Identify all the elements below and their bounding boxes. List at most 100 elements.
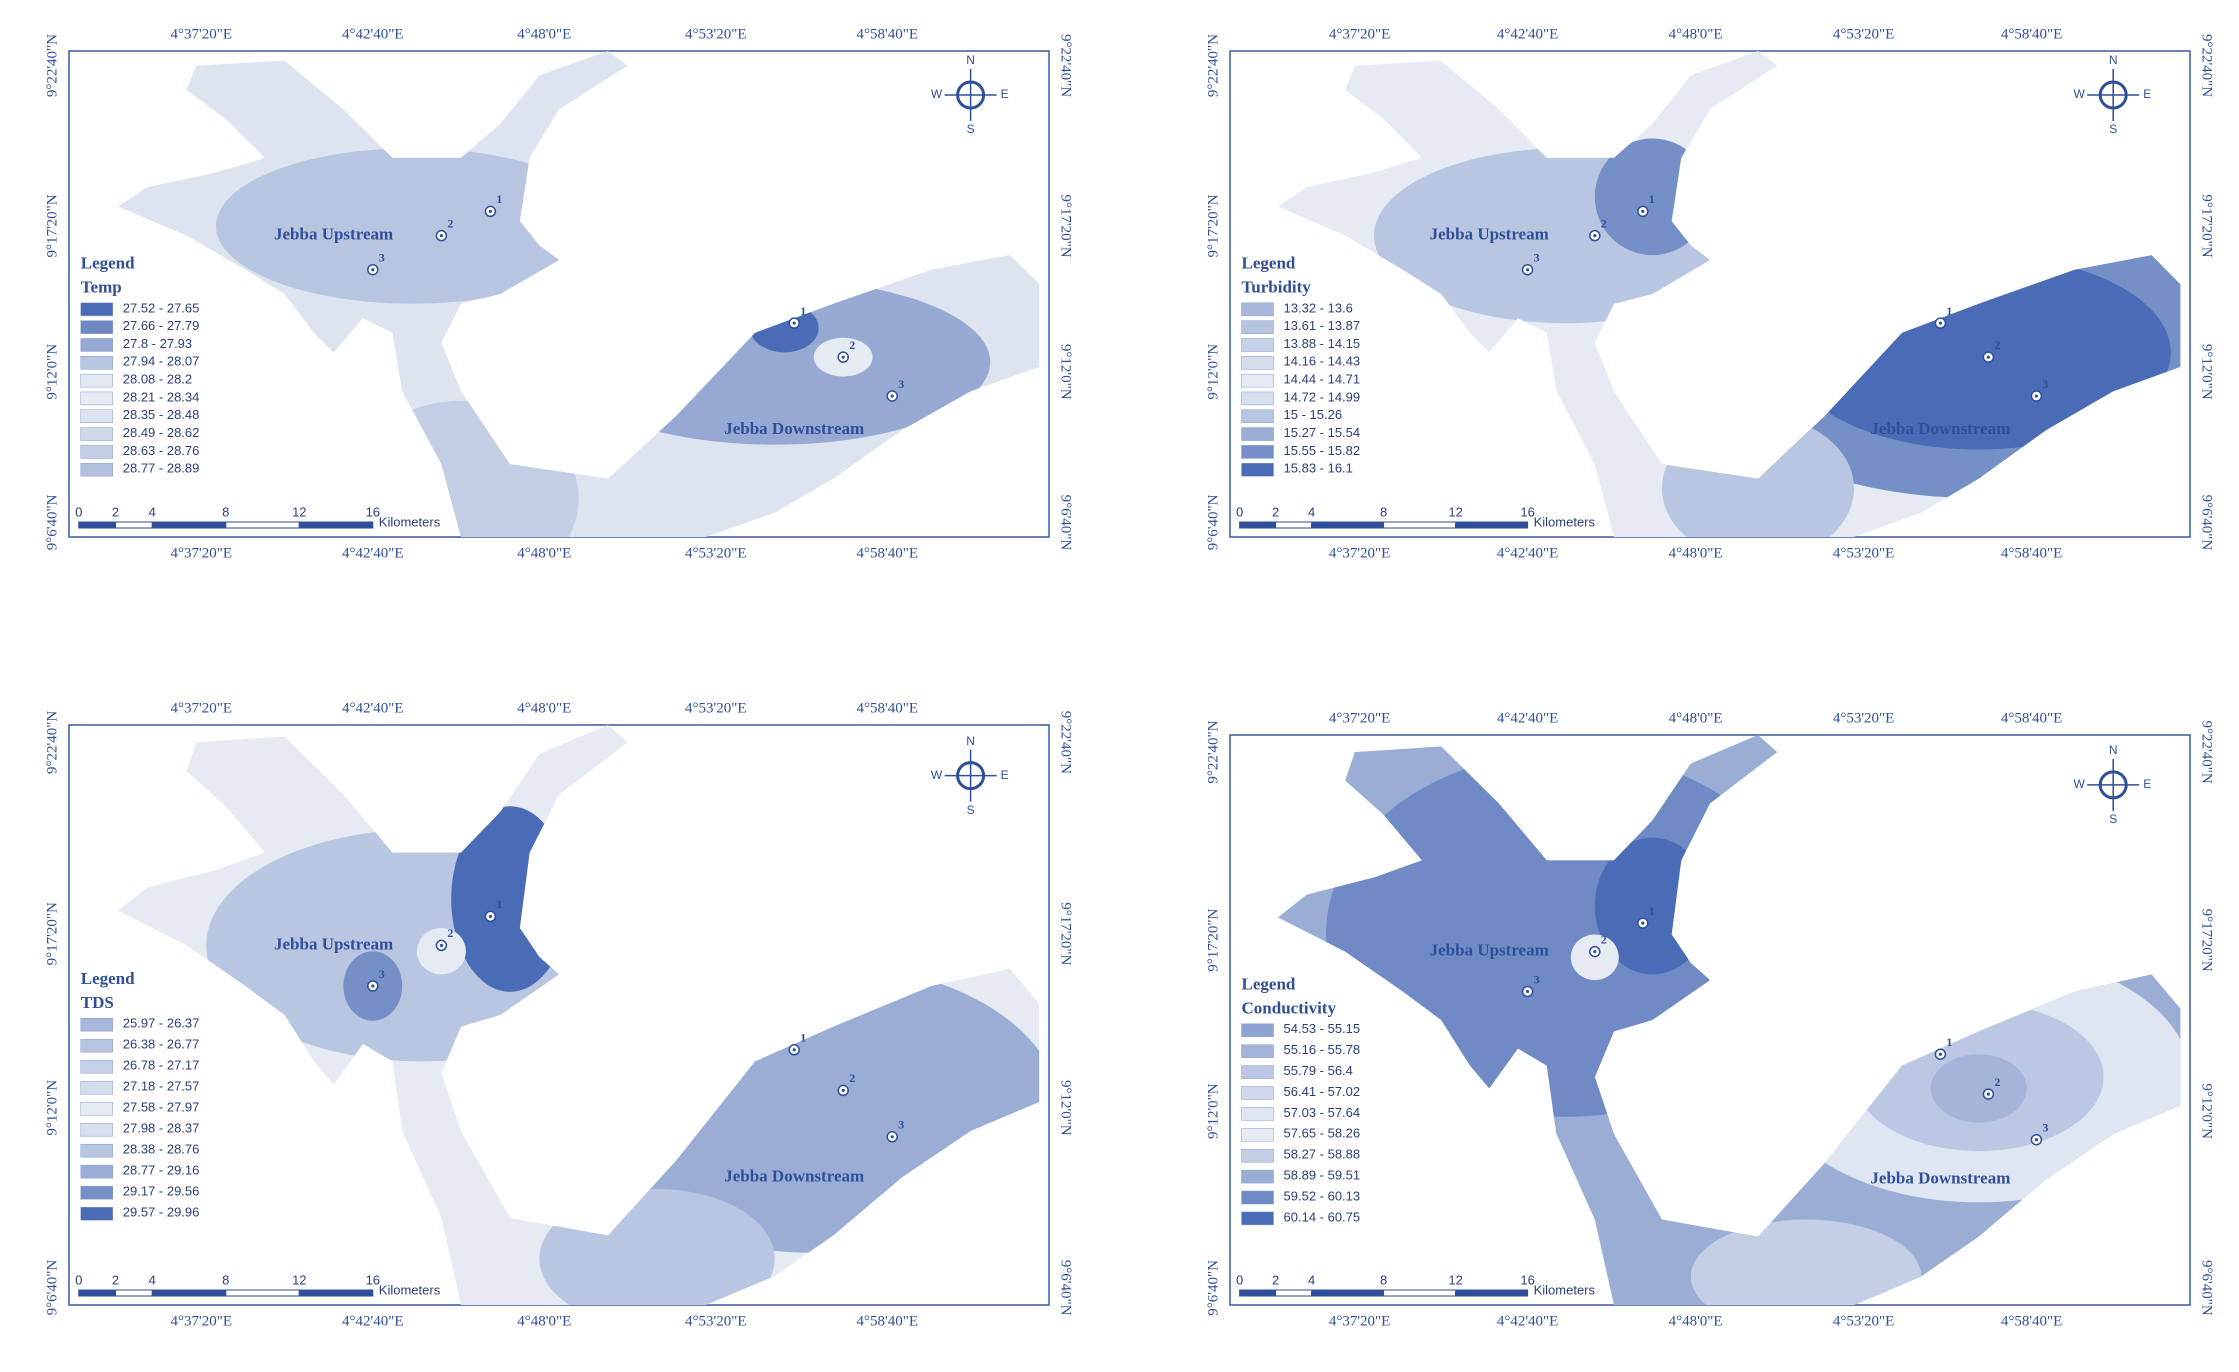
scale-label: 0	[1236, 504, 1243, 519]
legend-swatch	[1241, 373, 1274, 388]
legend-title: TDS	[81, 993, 114, 1012]
area-label: Jebba Upstream	[1430, 941, 1549, 960]
legend-swatch	[1241, 1044, 1274, 1058]
legend-heading: Legend	[1242, 254, 1296, 273]
latitude-label: 9°12'0"N	[1058, 344, 1074, 400]
area-label: Jebba Downstream	[724, 1166, 864, 1185]
site-label: 1	[1946, 304, 1952, 318]
site-dot	[841, 1088, 845, 1092]
site-dot	[2034, 394, 2038, 398]
legend-class: 28.38 - 28.76	[123, 1142, 200, 1157]
legend-class: 28.77 - 28.89	[123, 461, 200, 476]
legend-swatch	[1241, 320, 1274, 334]
longitude-label: 4°58'40"E	[2001, 710, 2063, 726]
scale-segment	[1383, 521, 1457, 529]
area-label: Jebba Downstream	[1870, 1169, 2010, 1188]
legend-swatch	[80, 1122, 114, 1137]
compass-arms	[944, 69, 997, 122]
latitude-label: 9°22'40"N	[1205, 720, 1221, 783]
longitude-label: 4°37'20"E	[1329, 710, 1391, 726]
latitude-label: 9°22'40"N	[1058, 711, 1074, 774]
scale-segment	[1239, 1289, 1277, 1297]
area-label: Jebba Upstream	[1430, 225, 1549, 244]
site-label: 3	[2042, 1120, 2048, 1134]
longitude-label: 4°42'40"E	[1497, 26, 1559, 42]
site-dot	[371, 268, 375, 272]
longitude-label: 4°42'40"E	[342, 545, 404, 561]
longitude-label: 4°37'20"E	[171, 700, 233, 716]
compass-arms	[2087, 69, 2140, 122]
longitude-label: 4°42'40"E	[342, 26, 404, 42]
scale-segment	[115, 521, 153, 529]
latitude-label: 9°22'40"N	[1205, 34, 1221, 97]
compass-letter: E	[1001, 768, 1009, 782]
legend-swatch	[80, 462, 114, 477]
legend-swatch	[1241, 1211, 1274, 1226]
legend-swatch	[1241, 1107, 1274, 1121]
longitude-label: 4°37'20"E	[1329, 545, 1391, 561]
scale-label: 12	[1448, 504, 1462, 519]
legend-swatch	[1241, 1190, 1274, 1205]
legend-class: 13.88 - 14.15	[1284, 336, 1361, 351]
legend-swatch	[80, 1080, 114, 1095]
map-panel: 4°37'20"E 4°37'20"E 4°42'40"E 4°42'40"E 4°48…	[44, 26, 1074, 561]
legend-class: 28.77 - 29.16	[123, 1163, 200, 1178]
scale-label: 4	[1308, 504, 1315, 519]
site-label: 2	[849, 1071, 855, 1085]
longitude-label: 4°37'20"E	[171, 545, 233, 561]
longitude-label: 4°48'0"E	[517, 545, 571, 561]
scale-segment	[1455, 521, 1529, 529]
scale-label: 8	[222, 504, 229, 519]
compass-arms	[2087, 758, 2140, 811]
site-label: 3	[898, 1118, 904, 1132]
site-dot	[1641, 209, 1645, 213]
scale-label: 12	[292, 504, 306, 519]
legend-class: 15 - 15.26	[1284, 407, 1343, 422]
longitude-label: 4°42'40"E	[1497, 710, 1559, 726]
area-label: Jebba Upstream	[274, 934, 393, 953]
legend-swatch	[80, 445, 114, 459]
legend-class: 57.03 - 57.64	[1284, 1105, 1361, 1120]
legend-swatch	[80, 1164, 114, 1179]
site-dot	[488, 914, 492, 918]
legend-swatch	[80, 356, 114, 370]
scale-unit: Kilometers	[1534, 514, 1596, 529]
map-panel: 4°37'20"E 4°37'20"E 4°42'40"E 4°42'40"E 4°48…	[44, 700, 1074, 1329]
site-dot	[371, 984, 375, 988]
area-label: Jebba Downstream	[1870, 419, 2010, 438]
legend-class: 27.8 - 27.93	[123, 336, 192, 351]
legend-swatch	[1241, 1169, 1274, 1184]
legend-swatch	[1241, 1023, 1274, 1038]
legend-class: 27.52 - 27.65	[123, 300, 200, 315]
site-dot	[1593, 950, 1597, 954]
scale-segment	[1455, 1289, 1529, 1297]
scale-segment	[78, 1289, 117, 1297]
site-label: 2	[1994, 338, 2000, 352]
legend-class: 13.61 - 13.87	[1284, 318, 1361, 333]
latitude-label: 9°12'0"N	[2199, 344, 2215, 400]
legend-class: 14.72 - 14.99	[1284, 389, 1361, 404]
legend-swatch	[1241, 445, 1274, 459]
legend-swatch	[80, 409, 114, 424]
legend-class: 27.94 - 28.07	[123, 354, 200, 369]
legend-swatch	[1241, 462, 1274, 477]
site-dot	[488, 209, 492, 213]
legend-class: 60.14 - 60.75	[1284, 1209, 1361, 1224]
legend-class: 54.53 - 55.15	[1284, 1021, 1361, 1036]
scale-label: 12	[1448, 1272, 1462, 1287]
site-label: 3	[379, 967, 385, 981]
latitude-label: 9°17'20"N	[1058, 902, 1074, 965]
legend-swatch	[1241, 302, 1274, 317]
legend-class: 59.52 - 60.13	[1284, 1188, 1361, 1203]
longitude-label: 4°37'20"E	[1329, 1313, 1391, 1329]
site-label: 1	[496, 192, 502, 206]
scale-label: 8	[1380, 1272, 1387, 1287]
legend-swatch	[1241, 1128, 1274, 1142]
latitude-label: 9°17'20"N	[44, 194, 60, 257]
longitude-label: 4°53'20"E	[1833, 26, 1895, 42]
legend-class: 25.97 - 26.37	[123, 1016, 200, 1031]
scale-label: 4	[149, 1272, 156, 1287]
longitude-label: 4°48'0"E	[517, 26, 571, 42]
longitude-label: 4°53'20"E	[685, 700, 747, 716]
compass-letter: E	[1001, 87, 1009, 101]
